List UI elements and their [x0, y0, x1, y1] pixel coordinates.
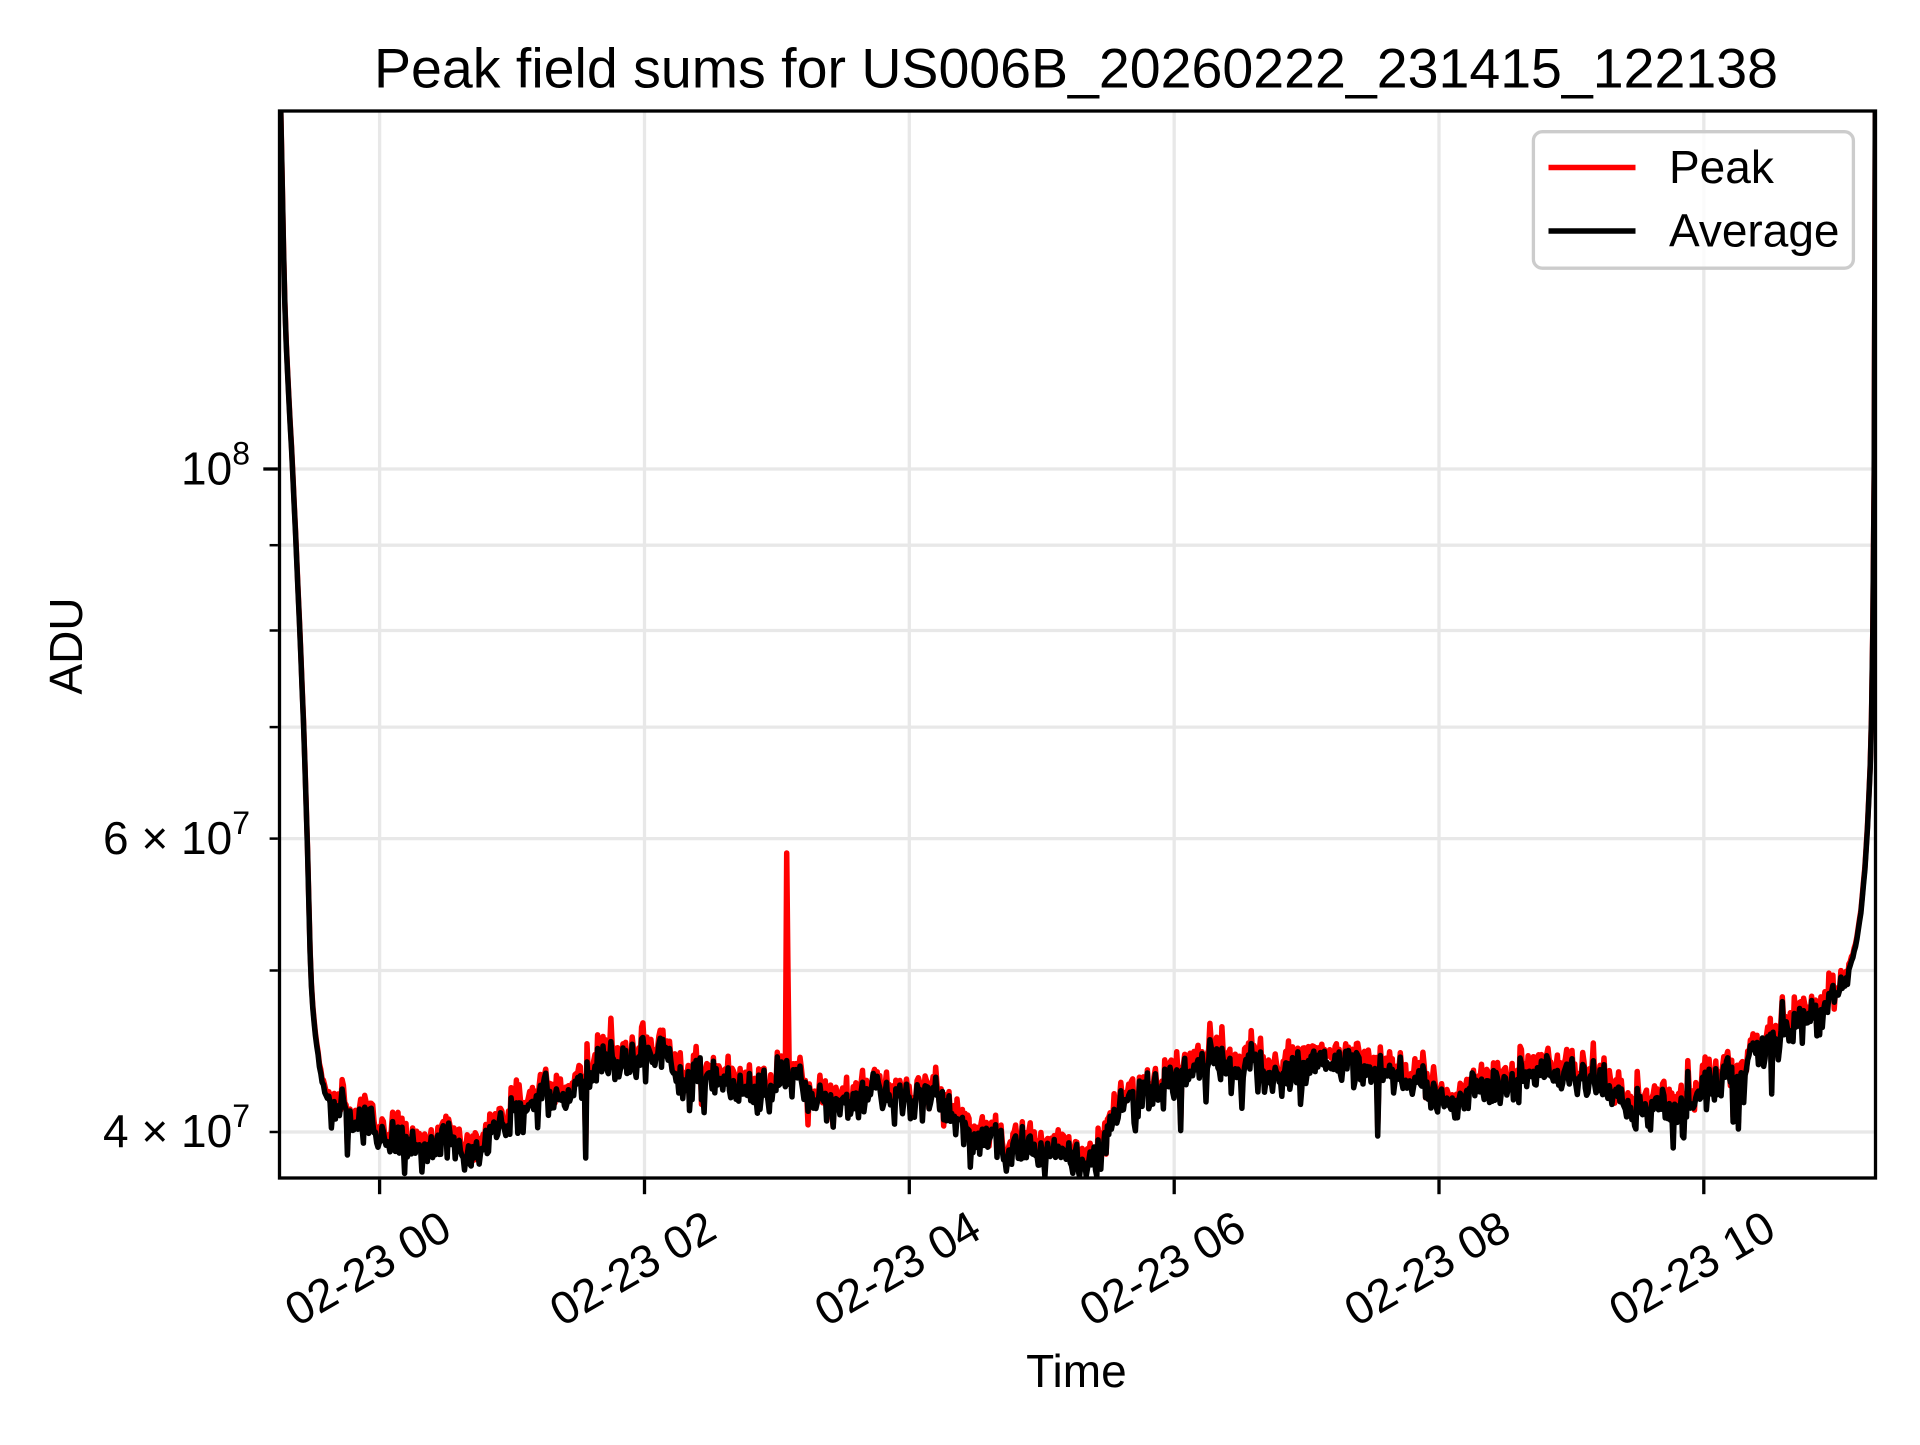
- svg-text:6 × 107: 6 × 107: [103, 805, 250, 864]
- svg-text:Peak field sums for US006B_202: Peak field sums for US006B_20260222_2314…: [374, 38, 1778, 100]
- svg-text:Time: Time: [1026, 1345, 1127, 1397]
- svg-text:Peak: Peak: [1669, 141, 1775, 193]
- svg-text:4 × 107: 4 × 107: [103, 1098, 250, 1157]
- svg-text:ADU: ADU: [40, 597, 92, 694]
- svg-text:Average: Average: [1669, 205, 1840, 257]
